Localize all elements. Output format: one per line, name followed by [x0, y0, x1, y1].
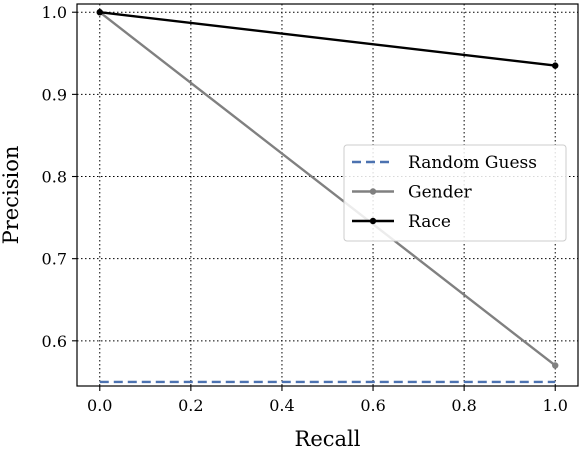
legend-marker — [369, 217, 377, 225]
data-point-race — [96, 9, 103, 16]
x-tick-label: 0.2 — [178, 396, 203, 415]
legend-label: Random Guess — [408, 153, 537, 173]
y-axis-label: Precision — [0, 146, 23, 245]
x-tick-label: 1.0 — [543, 396, 568, 415]
data-point-race — [552, 62, 559, 69]
legend-label: Gender — [408, 183, 473, 203]
series-line-gender — [99, 11, 556, 367]
x-tick-label: 0.8 — [451, 396, 476, 415]
x-tick-label: 0.4 — [269, 396, 294, 415]
plot-frame — [76, 3, 579, 387]
y-tick-label: 0.7 — [42, 250, 67, 269]
x-tick-label: 0.6 — [360, 396, 385, 415]
axis-ticks: 0.0 0.2 0.4 0.6 0.8 1.0 0.6 0.7 0.8 0.9 1.0 — [42, 3, 568, 415]
legend-marker — [369, 188, 377, 195]
data-point-gender — [552, 362, 559, 369]
series-line-race — [99, 11, 556, 67]
y-tick-label: 1.0 — [42, 3, 67, 22]
plot-series — [96, 9, 559, 384]
x-tick-label: 0.0 — [87, 396, 112, 415]
y-tick-label: 0.8 — [42, 168, 67, 187]
legend-label: Race — [408, 212, 451, 232]
y-tick-label: 0.9 — [42, 85, 67, 104]
legend-box — [343, 144, 567, 242]
legend: Random Guess Gender Race — [343, 144, 567, 242]
x-axis-label: Recall — [295, 427, 361, 451]
y-tick-label: 0.6 — [42, 332, 67, 351]
